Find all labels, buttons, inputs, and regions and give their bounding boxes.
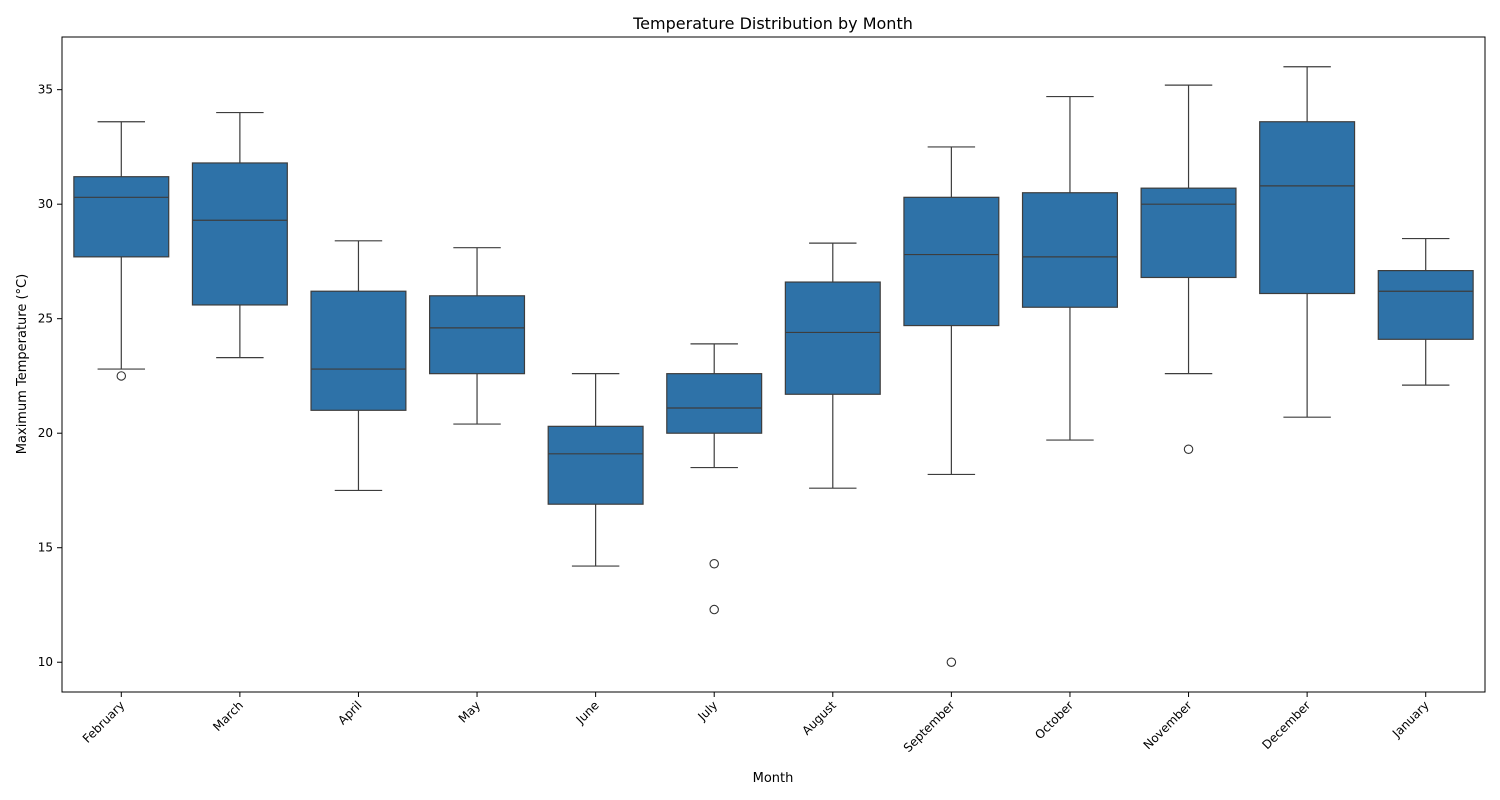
x-axis: February March April May June July August Septe…	[80, 692, 1432, 755]
iqr-box	[903, 196, 1000, 327]
outlier-point	[709, 558, 719, 569]
y-tick-label: 20	[38, 426, 53, 440]
x-tick-label: February	[80, 698, 128, 746]
x-tick-label: August	[799, 698, 839, 738]
iqr-box	[666, 373, 763, 434]
y-tick-label: 15	[38, 541, 53, 555]
box-october	[1021, 95, 1118, 441]
iqr-box	[1377, 270, 1474, 340]
x-tick-label: March	[210, 698, 246, 734]
plot-frame	[61, 36, 1486, 693]
iqr-box	[547, 425, 644, 505]
box-april	[310, 240, 407, 492]
y-axis: 10 15 20 25 30 35	[38, 83, 62, 669]
box-may	[429, 247, 526, 425]
outlier-point	[116, 371, 127, 381]
box-september	[903, 146, 1000, 667]
box-november	[1140, 84, 1237, 454]
x-tick-label: September	[901, 698, 958, 755]
x-tick-label: December	[1259, 698, 1313, 752]
box-june	[547, 373, 644, 567]
x-tick-label: November	[1141, 698, 1195, 752]
iqr-box	[784, 281, 881, 395]
x-tick-label: October	[1032, 698, 1076, 742]
x-tick-label: May	[456, 698, 483, 725]
y-tick-label: 30	[38, 197, 53, 211]
box-july	[666, 343, 763, 615]
plot-area	[61, 36, 1486, 693]
box-december	[1259, 66, 1356, 418]
y-tick-label: 35	[38, 83, 53, 97]
x-axis-label: Month	[753, 771, 794, 786]
iqr-box	[191, 162, 288, 306]
y-tick-label: 10	[38, 655, 53, 669]
x-tick-label: April	[335, 698, 364, 727]
iqr-box	[1140, 187, 1237, 279]
box-march	[191, 111, 288, 359]
iqr-box	[1259, 121, 1356, 295]
y-axis-label: Maximum Temperature (°C)	[15, 274, 30, 454]
box-january	[1377, 237, 1474, 386]
iqr-box	[429, 295, 526, 375]
y-tick-label: 25	[38, 312, 53, 326]
box-august	[784, 242, 881, 489]
iqr-box	[73, 176, 170, 258]
box-february	[73, 121, 170, 381]
chart-title: Temperature Distribution by Month	[632, 14, 913, 33]
x-tick-label: January	[1389, 698, 1432, 741]
iqr-box	[310, 290, 407, 411]
outlier-point	[946, 657, 957, 667]
outlier-point	[1183, 444, 1194, 454]
x-tick-label: June	[573, 698, 602, 727]
iqr-box	[1021, 192, 1118, 308]
outlier-point	[709, 604, 719, 615]
x-tick-label: July	[694, 698, 720, 724]
